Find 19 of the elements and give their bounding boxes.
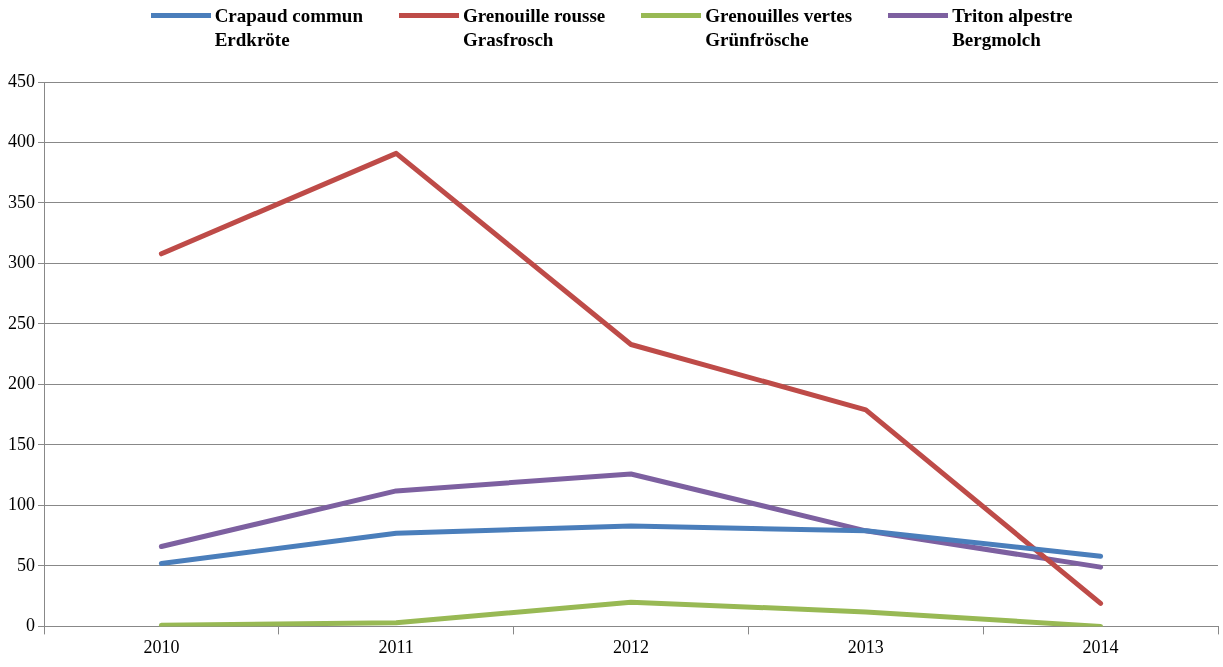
legend-label: Grenouille rousse Grasfrosch [462, 4, 606, 52]
y-tick-label: 300 [8, 252, 35, 273]
x-tick-label: 2010 [143, 636, 180, 657]
x-tick-label: 2012 [613, 636, 649, 657]
y-tick-label: 250 [8, 312, 35, 333]
legend-label: Crapaud commun Erdkröte [214, 4, 363, 52]
y-tick-label: 0 [26, 615, 35, 636]
x-tick-label: 2011 [378, 636, 414, 657]
y-tick-label: 400 [8, 131, 35, 152]
y-tick-label: 200 [8, 373, 35, 394]
y-tick-label: 100 [8, 494, 35, 515]
y-tick-label: 50 [17, 554, 35, 575]
legend-label: Triton alpestre Bergmolch [952, 4, 1073, 52]
x-tick-label: 2014 [1082, 636, 1119, 657]
x-tick-label: 2013 [847, 636, 884, 657]
y-tick-label: 450 [8, 70, 35, 91]
y-tick-label: 150 [8, 433, 35, 454]
y-tick-label: 350 [8, 191, 35, 212]
legend-label: Grenouilles vertes Grünfrösche [705, 4, 853, 52]
